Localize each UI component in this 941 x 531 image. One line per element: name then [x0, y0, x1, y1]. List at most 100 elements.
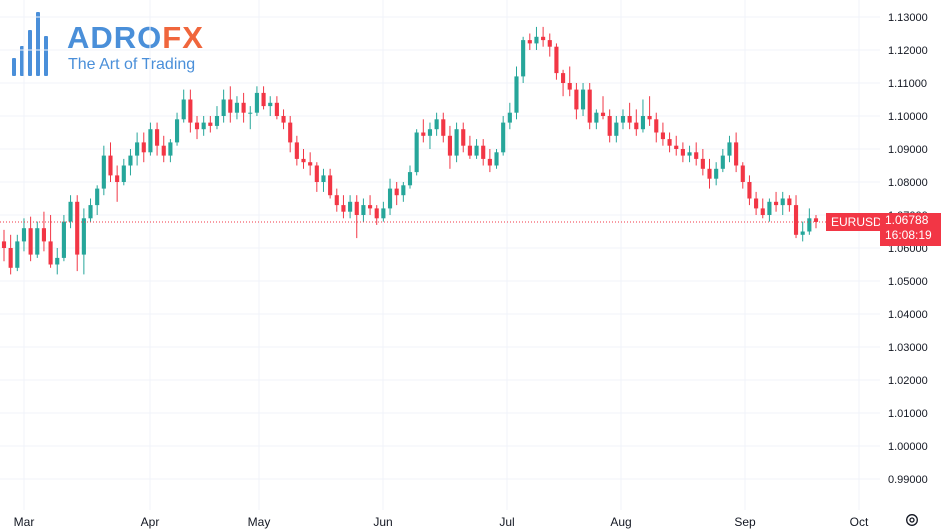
candle: [534, 26, 539, 50]
candle: [600, 96, 606, 120]
candle-body: [21, 228, 27, 242]
candle-body: [514, 76, 519, 113]
candle-body: [261, 92, 266, 107]
y-tick-label: 1.10000: [888, 111, 928, 123]
candle: [487, 149, 492, 173]
candle-body: [374, 208, 379, 219]
candle-body: [787, 198, 792, 206]
candle: [121, 158, 126, 186]
candle-body: [141, 142, 146, 153]
candle-body: [754, 198, 759, 209]
candle: [35, 221, 40, 258]
candle-body: [274, 102, 279, 116]
candle: [321, 168, 326, 192]
candle-body: [328, 175, 333, 196]
x-tick-label: Aug: [610, 515, 631, 529]
candle: [727, 135, 732, 163]
y-tick-label: 1.04000: [888, 309, 928, 321]
candle: [68, 195, 73, 229]
candle-body: [1, 241, 7, 248]
candle-body: [294, 142, 299, 159]
x-tick-label: Mar: [14, 515, 35, 529]
candle-body: [561, 73, 566, 83]
candle-body: [35, 228, 40, 255]
candle-body: [101, 155, 106, 189]
candle: [521, 36, 526, 83]
symbol-label: EURUSD: [826, 213, 887, 231]
candle-body: [707, 168, 712, 179]
x-tick-label: Oct: [850, 515, 869, 529]
candle-body: [574, 89, 579, 110]
candle-body: [494, 152, 499, 166]
candle-body: [188, 99, 193, 123]
candle: [447, 125, 452, 169]
candle-body: [680, 149, 685, 156]
candle-body: [281, 116, 286, 123]
candle: [527, 33, 532, 50]
x-tick-label: Sep: [734, 515, 756, 529]
candle-body: [414, 132, 419, 173]
candle: [734, 132, 739, 173]
candle-body: [241, 102, 246, 113]
candle: [800, 221, 805, 242]
candle-body: [208, 122, 213, 126]
y-tick-label: 1.12000: [888, 45, 928, 57]
x-axis: Mar Apr May Jun Jul Aug Sep Oct: [14, 515, 869, 529]
y-tick-label: 1.09000: [888, 144, 928, 156]
candle-body: [447, 135, 452, 156]
y-tick-label: 1.02000: [888, 375, 928, 387]
candle-body: [41, 228, 46, 242]
candle-body: [694, 152, 699, 159]
y-tick-label: 0.99000: [888, 474, 928, 486]
candle-body: [434, 119, 439, 130]
candle: [254, 86, 259, 116]
candle: [627, 102, 632, 130]
candle: [21, 218, 27, 252]
candle: [461, 122, 466, 153]
candle: [8, 234, 13, 275]
candle: [75, 195, 80, 272]
candle: [607, 109, 612, 143]
candle: [647, 96, 652, 126]
candle: [720, 149, 725, 173]
candle: [148, 122, 153, 156]
y-tick-label: 1.08000: [888, 177, 928, 189]
candle: [561, 69, 566, 97]
candle-body: [361, 205, 366, 215]
candle: [793, 195, 799, 239]
adrofx-logo: ADROFX The Art of Trading: [12, 10, 212, 80]
candle: [188, 89, 193, 133]
candle-body: [587, 89, 592, 123]
candle-body: [288, 122, 293, 143]
candle: [234, 96, 240, 120]
candle-body: [341, 205, 346, 212]
candle-body: [467, 145, 472, 156]
candle: [181, 89, 186, 123]
logo-bars-icon: [12, 12, 56, 76]
candle: [587, 83, 592, 130]
candle: [567, 66, 572, 97]
candle-body: [321, 175, 326, 182]
gear-icon[interactable]: [905, 513, 919, 527]
candle: [620, 109, 626, 130]
countdown-timer: 16:08:19: [885, 228, 932, 242]
candle: [434, 112, 439, 136]
candle: [174, 112, 180, 146]
candle: [714, 162, 719, 186]
candle: [155, 122, 160, 156]
candle-body: [161, 145, 166, 156]
candle: [760, 198, 765, 219]
candle: [268, 96, 273, 116]
candle: [640, 99, 646, 133]
candle-body: [334, 195, 339, 206]
candle: [308, 152, 313, 176]
candle: [348, 195, 353, 219]
candle-body: [534, 36, 539, 44]
candle: [41, 211, 46, 252]
candle-body: [121, 165, 126, 182]
candle: [214, 106, 220, 130]
candle: [1, 229, 7, 262]
candles: [1, 26, 819, 275]
candle: [81, 208, 86, 275]
